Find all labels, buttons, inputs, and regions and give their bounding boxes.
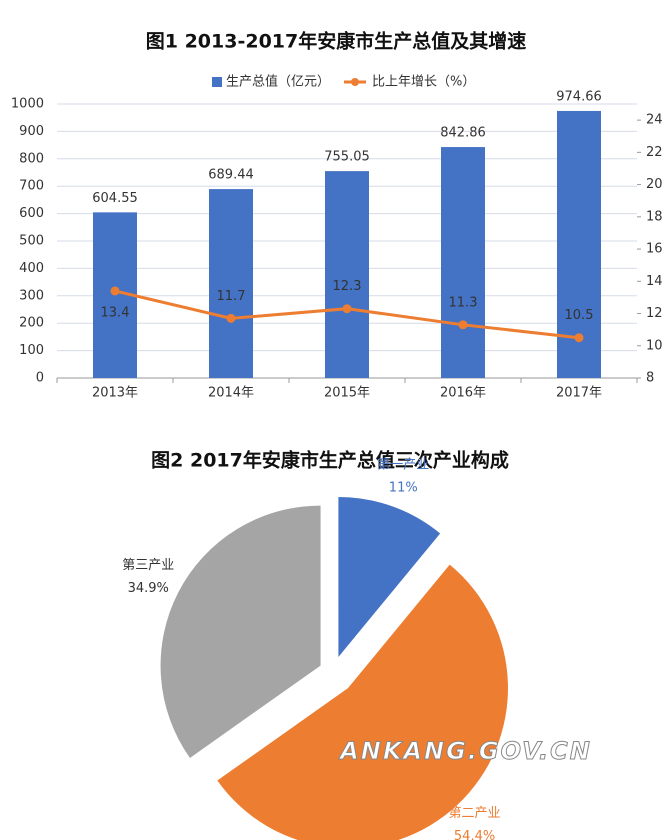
chart-title: 图1 2013-2017年安康市生产总值及其增速 xyxy=(146,30,526,53)
y2-tick-label: 8 xyxy=(646,371,654,386)
data-label: 755.05 xyxy=(324,150,370,165)
watermark: ANKANG.GOV.CN xyxy=(338,737,592,765)
x-tick-label: 2015年 xyxy=(324,386,370,401)
x-tick-label: 2017年 xyxy=(556,386,602,401)
y2-tick-label: 18 xyxy=(646,209,663,224)
y2-tick-label: 22 xyxy=(646,145,663,160)
bar xyxy=(209,189,253,378)
pie-slice xyxy=(338,496,441,657)
bar xyxy=(441,147,485,378)
pie-label: 第一产业 xyxy=(377,458,429,473)
data-label: 11.7 xyxy=(217,289,246,304)
y2-tick-label: 14 xyxy=(646,274,663,289)
y-tick-label: 400 xyxy=(19,261,44,276)
x-tick-label: 2014年 xyxy=(208,386,254,401)
line-point xyxy=(574,333,584,343)
y-tick-label: 500 xyxy=(19,234,44,249)
y-tick-label: 200 xyxy=(19,316,44,331)
pie-value: 11% xyxy=(389,481,418,496)
pie-label: 第二产业 xyxy=(449,806,501,821)
data-label: 604.55 xyxy=(92,191,138,206)
y-tick-label: 100 xyxy=(19,343,44,358)
pie-slice xyxy=(160,505,321,758)
pie-value: 34.9% xyxy=(128,581,169,596)
line-point xyxy=(110,286,120,296)
y-tick-label: 600 xyxy=(19,206,44,221)
y2-tick-label: 12 xyxy=(646,306,663,321)
data-label: 13.4 xyxy=(101,305,130,320)
data-label: 689.44 xyxy=(208,168,254,183)
y-tick-label: 900 xyxy=(19,124,44,139)
data-label: 12.3 xyxy=(333,279,362,294)
legend-label: 生产总值（亿元） xyxy=(226,74,330,90)
pie-value: 54.4% xyxy=(454,829,495,840)
data-label: 974.66 xyxy=(556,89,602,104)
x-tick-label: 2013年 xyxy=(92,386,138,401)
y2-tick-label: 10 xyxy=(646,338,663,353)
line-point xyxy=(226,313,236,323)
pie-label: 第三产业 xyxy=(122,558,174,573)
pie-slice xyxy=(217,564,508,840)
data-label: 11.3 xyxy=(449,295,478,310)
data-label: 842.86 xyxy=(440,126,486,141)
y-tick-label: 0 xyxy=(36,371,44,386)
y-tick-label: 700 xyxy=(19,179,44,194)
y2-tick-label: 20 xyxy=(646,177,663,192)
legend-label: 比上年增长（%） xyxy=(372,75,475,90)
legend-swatch xyxy=(212,77,222,87)
bar xyxy=(325,171,369,378)
line-point xyxy=(342,304,352,314)
y-tick-label: 800 xyxy=(19,151,44,166)
y2-tick-label: 24 xyxy=(646,113,663,128)
y-tick-label: 300 xyxy=(19,288,44,303)
chart-title: 图2 2017年安康市生产总值三次产业构成 xyxy=(151,449,509,472)
y-tick-label: 1000 xyxy=(11,97,44,112)
line-point xyxy=(458,320,468,330)
legend-swatch xyxy=(351,78,359,86)
x-tick-label: 2016年 xyxy=(440,386,486,401)
data-label: 10.5 xyxy=(565,308,594,323)
y2-tick-label: 16 xyxy=(646,242,663,257)
